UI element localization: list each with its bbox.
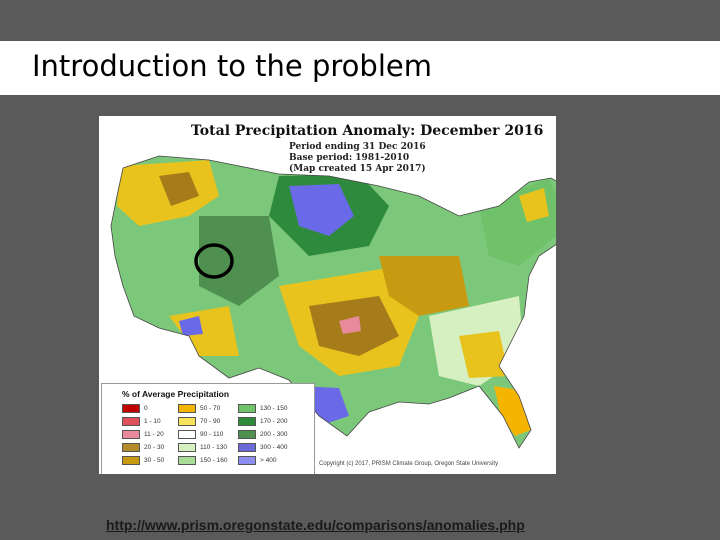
map-created-line: (Map created 15 Apr 2017)	[289, 164, 426, 174]
legend-swatch	[122, 404, 140, 413]
legend-swatch	[178, 443, 196, 452]
us-map-image	[110, 155, 556, 449]
legend-label: 170 - 200	[260, 418, 288, 425]
map-heading: Total Precipitation Anomaly: December 20…	[191, 123, 544, 139]
legend-swatch	[238, 404, 256, 413]
legend-swatch	[122, 456, 140, 465]
legend-label: 300 - 400	[260, 444, 288, 451]
legend-swatch	[122, 430, 140, 439]
legend-label: 11 - 20	[144, 431, 164, 438]
map-base-period-line: Base period: 1981-2010	[289, 153, 410, 163]
legend-swatch	[238, 417, 256, 426]
map-period-line: Period ending 31 Dec 2016	[289, 142, 426, 152]
slide-title: Introduction to the problem	[32, 49, 432, 83]
legend-label: 150 - 160	[200, 457, 228, 464]
legend-label: 0	[144, 405, 148, 412]
legend-swatch	[178, 404, 196, 413]
legend-label: 20 - 30	[144, 444, 165, 451]
legend-swatch	[122, 443, 140, 452]
legend-label: > 400	[260, 457, 277, 464]
legend-label: 50 - 70	[200, 405, 221, 412]
legend-swatch	[238, 443, 256, 452]
legend-swatch	[178, 430, 196, 439]
map-legend: % of Average Precipitation 0 50 - 70 130 -…	[101, 383, 315, 474]
legend-label: 200 - 300	[260, 431, 288, 438]
legend-label: 70 - 90	[200, 418, 221, 425]
map-copyright: Copyright (c) 2017, PRISM Climate Group,…	[319, 461, 499, 467]
legend-label: 130 - 150	[260, 405, 288, 412]
legend-label: 30 - 50	[144, 457, 165, 464]
precipitation-anomaly-map: Total Precipitation Anomaly: December 20…	[99, 116, 556, 474]
legend-swatch	[238, 430, 256, 439]
source-link[interactable]: http://www.prism.oregonstate.edu/compari…	[106, 517, 525, 533]
legend-swatch	[238, 456, 256, 465]
slide-title-bar: Introduction to the problem	[0, 41, 720, 95]
legend-label: 1 - 10	[144, 418, 161, 425]
legend-label: 110 - 130	[200, 444, 227, 451]
legend-swatch	[178, 456, 196, 465]
highlight-circle	[194, 243, 234, 279]
legend-swatch	[178, 417, 196, 426]
legend-title: % of Average Precipitation	[122, 389, 230, 399]
legend-label: 90 - 110	[200, 431, 224, 438]
legend-swatch	[122, 417, 140, 426]
